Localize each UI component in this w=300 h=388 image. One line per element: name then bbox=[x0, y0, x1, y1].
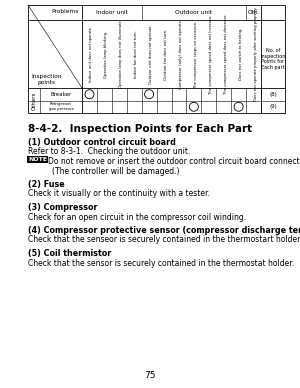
Text: 75: 75 bbox=[144, 371, 156, 379]
Text: NOTE: NOTE bbox=[28, 157, 47, 162]
Text: Refrigerant
gas pressure: Refrigerant gas pressure bbox=[49, 102, 74, 111]
Text: (4) Compressor protective sensor (compressor discharge temperature thermistor): (4) Compressor protective sensor (compre… bbox=[28, 226, 300, 235]
Text: Oth.: Oth. bbox=[248, 10, 260, 15]
Text: Check for an open circuit in the compressor coil winding.: Check for an open circuit in the compres… bbox=[28, 213, 246, 222]
Text: Does not operate properly after working properly.: Does not operate properly after working … bbox=[254, 7, 257, 101]
Text: Others: Others bbox=[32, 91, 37, 110]
Text: Breaker: Breaker bbox=[50, 92, 72, 97]
Text: Indoor unit: Indoor unit bbox=[96, 10, 128, 15]
Text: No. of
Inspection
Points for
Each part: No. of Inspection Points for Each part bbox=[260, 48, 286, 70]
Text: Compressor (only) does not operate.: Compressor (only) does not operate. bbox=[179, 19, 183, 89]
Text: Does not switch to heating.: Does not switch to heating. bbox=[238, 28, 243, 80]
Text: (2) Fuse: (2) Fuse bbox=[28, 180, 65, 189]
Text: Check it visually or the continuity with a tester.: Check it visually or the continuity with… bbox=[28, 189, 210, 199]
Text: (The controller will be damaged.): (The controller will be damaged.) bbox=[52, 166, 179, 175]
Text: The compressor speed does not increase.: The compressor speed does not increase. bbox=[209, 14, 213, 94]
Text: Do not remove or insert the outdoor control circuit board connector when power i: Do not remove or insert the outdoor cont… bbox=[48, 157, 300, 166]
Text: 8-4-2.  Inspection Points for Each Part: 8-4-2. Inspection Points for Each Part bbox=[28, 124, 252, 134]
Text: (5) Coil thermistor: (5) Coil thermistor bbox=[28, 249, 111, 258]
Text: Check that the sensor is securely contained in the thermostat holder.: Check that the sensor is securely contai… bbox=[28, 258, 294, 267]
Text: Refer to 8-3-1.  Checking the outdoor unit.: Refer to 8-3-1. Checking the outdoor uni… bbox=[28, 147, 191, 156]
Text: Indoor unit does not operate.: Indoor unit does not operate. bbox=[89, 26, 94, 82]
Text: Outdoor unit does not operate.: Outdoor unit does not operate. bbox=[149, 24, 153, 84]
Text: Check that the senseor is securely contained in the thermostart holder.: Check that the senseor is securely conta… bbox=[28, 236, 300, 244]
Text: Problems: Problems bbox=[52, 9, 79, 14]
Text: Outdoor unit: Outdoor unit bbox=[175, 10, 212, 15]
Text: Operation lamp blinking.: Operation lamp blinking. bbox=[104, 30, 108, 78]
Text: Operation lamp does not illuminate.: Operation lamp does not illuminate. bbox=[119, 19, 123, 88]
Text: (1) Outdoor control circuit board: (1) Outdoor control circuit board bbox=[28, 138, 176, 147]
Text: Outdoor fan does not turn.: Outdoor fan does not turn. bbox=[164, 28, 168, 80]
Text: Indoor fan does not turn.: Indoor fan does not turn. bbox=[134, 30, 138, 78]
Text: Inspection
points: Inspection points bbox=[31, 74, 62, 85]
Text: (3) Compressor: (3) Compressor bbox=[28, 203, 98, 212]
Text: The compressor speed does not decrease.: The compressor speed does not decrease. bbox=[224, 14, 228, 94]
Text: (8): (8) bbox=[269, 92, 277, 97]
Text: (9): (9) bbox=[269, 104, 277, 109]
Text: The compressor stops on occasion.: The compressor stops on occasion. bbox=[194, 21, 198, 88]
